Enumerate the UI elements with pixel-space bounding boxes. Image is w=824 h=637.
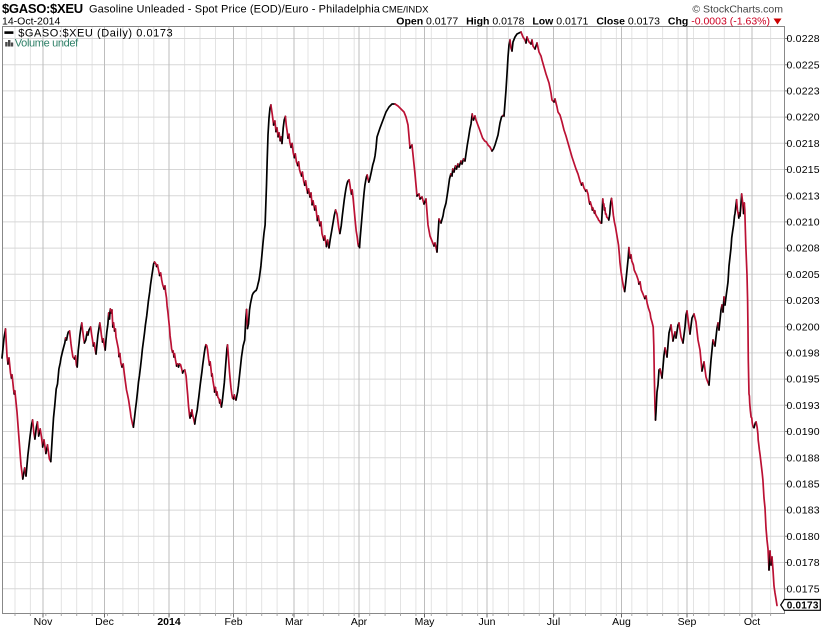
svg-text:0.0225: 0.0225 [787,59,820,71]
svg-text:0.0195: 0.0195 [787,374,820,386]
svg-text:0.0228: 0.0228 [787,33,820,45]
svg-text:0.0193: 0.0193 [787,400,820,412]
svg-text:Aug: Aug [612,616,631,628]
svg-text:0.0210: 0.0210 [787,217,820,229]
svg-text:Apr: Apr [351,616,368,628]
svg-text:Volume undef: Volume undef [15,38,79,50]
svg-text:Jun: Jun [479,616,496,628]
svg-text:14-Oct-2014: 14-Oct-2014 [2,16,61,28]
svg-text:0.0203: 0.0203 [787,295,820,307]
svg-text:0.0198: 0.0198 [787,348,820,360]
svg-text:0.0185: 0.0185 [787,479,820,491]
svg-text:Mar: Mar [285,616,304,628]
svg-text:0.0215: 0.0215 [787,164,820,176]
svg-text:0.0190: 0.0190 [787,426,820,438]
svg-text:0.0220: 0.0220 [787,112,820,124]
svg-text:$GASO:$XEU: $GASO:$XEU [2,1,83,16]
svg-text:0.0178: 0.0178 [787,557,820,569]
svg-text:Open 0.0177 High 0.0178 Low 0.: Open 0.0177 High 0.0178 Low 0.0171 Close… [396,16,770,28]
svg-text:Nov: Nov [34,616,53,628]
svg-text:0.0175: 0.0175 [787,583,820,595]
svg-text:0.0183: 0.0183 [787,505,820,517]
svg-text:© StockCharts.com: © StockCharts.com [692,4,783,16]
svg-text:$GASO:$XEU (Daily) 0.0173: $GASO:$XEU (Daily) 0.0173 [18,28,173,40]
svg-text:0.0208: 0.0208 [787,243,820,255]
svg-text:2014: 2014 [157,616,181,628]
svg-text:0.0200: 0.0200 [787,321,820,333]
svg-text:Oct: Oct [744,616,760,628]
svg-text:Sep: Sep [678,616,697,628]
svg-text:0.0180: 0.0180 [787,531,820,543]
svg-text:Dec: Dec [95,616,114,628]
svg-text:0.0213: 0.0213 [787,190,820,202]
svg-text:0.0205: 0.0205 [787,269,820,281]
svg-text:0.0218: 0.0218 [787,138,820,150]
svg-text:May: May [415,616,436,628]
svg-text:Jul: Jul [547,616,560,628]
svg-text:0.0223: 0.0223 [787,86,820,98]
svg-text:CME/INDX: CME/INDX [382,5,429,16]
svg-text:Feb: Feb [224,616,242,628]
svg-text:0.0173: 0.0173 [787,601,819,612]
svg-text:Gasoline Unleaded - Spot Price: Gasoline Unleaded - Spot Price (EOD)/Eur… [89,4,381,16]
svg-text:0.0188: 0.0188 [787,452,820,464]
